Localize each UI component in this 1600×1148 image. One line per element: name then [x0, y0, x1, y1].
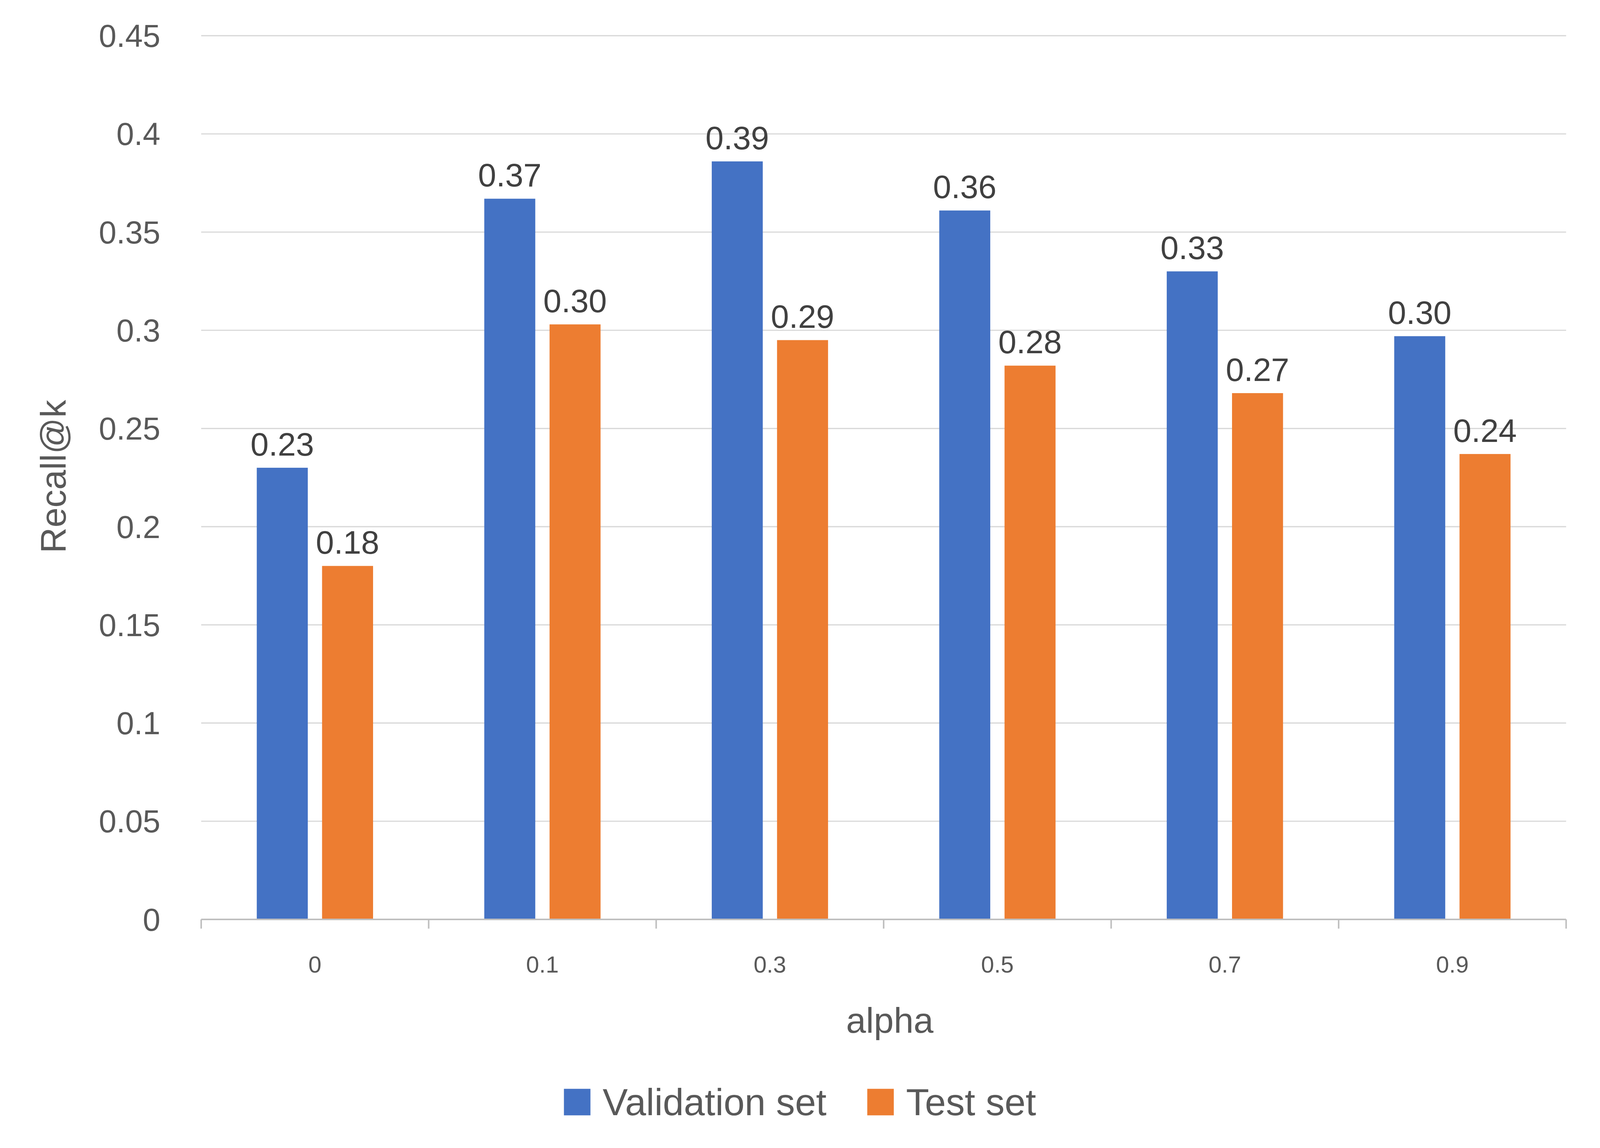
y-tick-label: 0.15 — [98, 607, 161, 643]
bar — [321, 565, 374, 920]
bar — [1232, 392, 1284, 920]
x-tick-label: 0.5 — [981, 951, 1014, 978]
data-label: 0.29 — [770, 298, 835, 335]
bar — [549, 324, 601, 920]
legend-label: Test set — [905, 1080, 1036, 1123]
legend: Validation set Test set — [564, 1080, 1037, 1123]
bar — [1166, 271, 1218, 920]
bar — [256, 467, 308, 920]
x-tick-label: 0.7 — [1208, 951, 1242, 978]
data-label: 0.33 — [1160, 229, 1225, 267]
data-label: 0.36 — [932, 168, 997, 206]
y-tick-label: 0.2 — [116, 509, 161, 545]
x-tick-label: 0.1 — [526, 951, 559, 978]
data-label: 0.18 — [315, 523, 380, 561]
grid-line — [201, 35, 1567, 37]
legend-label: Validation set — [602, 1080, 827, 1123]
data-label: 0.28 — [998, 323, 1063, 361]
legend-swatch — [564, 1088, 591, 1116]
data-label: 0.37 — [478, 156, 542, 194]
grid-line — [201, 820, 1567, 822]
grid-line — [201, 133, 1567, 135]
data-label: 0.30 — [543, 282, 608, 320]
bar — [484, 198, 536, 920]
y-axis-title: Recall@k — [33, 399, 74, 554]
data-label: 0.39 — [705, 119, 770, 157]
y-tick-label: 0 — [142, 901, 161, 938]
x-tick-label: 0 — [308, 951, 322, 978]
y-tick-label: 0.45 — [98, 18, 161, 54]
y-tick-label: 0.1 — [116, 705, 161, 741]
x-tick-label: 0.9 — [1435, 951, 1469, 978]
background — [0, 0, 1600, 1148]
grid-line — [201, 231, 1567, 233]
x-tick-mark — [1337, 919, 1340, 929]
bar — [1459, 453, 1511, 920]
x-tick-mark — [655, 919, 658, 929]
y-tick-label: 0.3 — [116, 312, 161, 349]
x-tick-label: 0.3 — [753, 951, 786, 978]
data-label: 0.27 — [1225, 351, 1290, 388]
legend-swatch — [867, 1088, 894, 1116]
bar — [939, 210, 991, 920]
bar — [711, 161, 763, 920]
x-tick-mark — [1565, 919, 1567, 929]
chart: 0 0.05 0.1 0.15 0.2 0.25 0.3 0.35 0.4 0.45 0.23 0.3… — [0, 0, 1600, 1148]
y-tick-label: 0.25 — [98, 410, 161, 447]
grid-line — [201, 624, 1567, 626]
y-tick-label: 0.05 — [98, 803, 161, 839]
grid-line — [201, 329, 1567, 331]
data-label: 0.24 — [1453, 412, 1517, 449]
x-tick-mark — [427, 919, 430, 929]
y-tick-label: 0.4 — [116, 116, 161, 152]
grid-line — [201, 427, 1567, 429]
grid-line — [201, 722, 1567, 724]
x-tick-mark — [1110, 919, 1113, 929]
x-axis-title: alpha — [846, 1000, 934, 1040]
data-label: 0.23 — [250, 425, 315, 463]
x-tick-mark — [882, 919, 885, 929]
data-label: 0.30 — [1387, 294, 1452, 331]
x-tick-mark — [200, 919, 202, 929]
bar — [776, 339, 829, 920]
y-tick-label: 0.35 — [98, 214, 161, 250]
grid-line — [201, 525, 1567, 527]
bar — [1394, 335, 1446, 920]
bar — [1004, 365, 1056, 920]
bars — [256, 161, 1511, 920]
